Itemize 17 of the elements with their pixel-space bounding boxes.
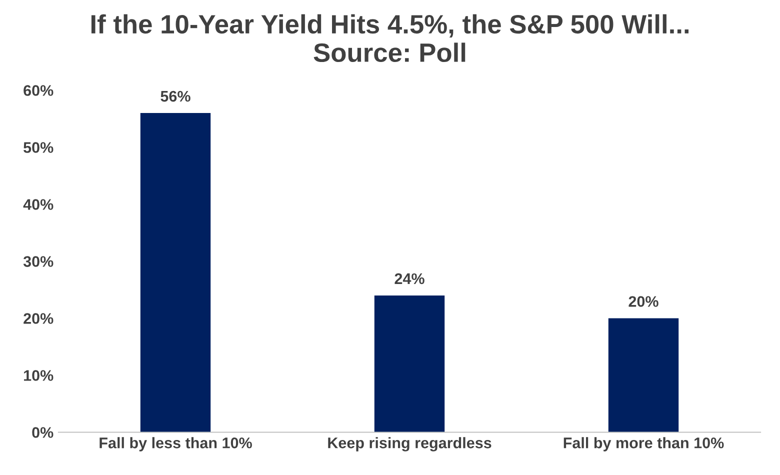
x-tick-label: Keep rising regardless [328,437,492,452]
data-label: 24% [394,273,424,284]
x-tick-label: Fall by more than 10% [564,437,724,452]
chart-title: If the 10-Year Yield Hits 4.5%, the S&P 500 Will... Source: Poll [91,14,689,62]
x-tick-label: Fall by less than 10% [100,437,252,452]
data-label: 56% [160,90,190,102]
y-tick-label: 10% [24,370,54,381]
y-tick-label: 0% [32,427,54,438]
y-tick-label: 30% [23,256,54,267]
bar [140,113,211,432]
y-tick-label: 50% [24,142,54,153]
y-tick-label: 60% [24,85,54,96]
bar [374,295,445,432]
bar [608,318,679,432]
y-tick-label: 20% [24,313,54,324]
data-label: 20% [628,296,658,307]
y-tick-label: 40% [23,199,54,210]
